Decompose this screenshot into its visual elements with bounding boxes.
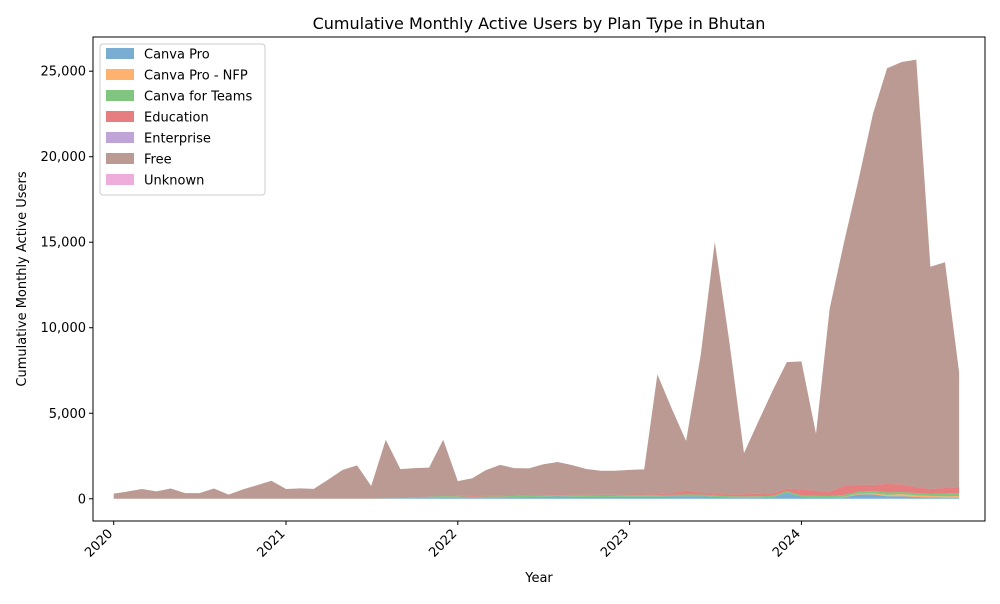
plot-frame <box>92 36 986 522</box>
legend-label-education: Education <box>144 111 209 126</box>
y-axis-label: Cumulative Monthly Active Users <box>15 171 30 386</box>
legend-swatch-free <box>106 153 134 164</box>
y-tick-label: 10,000 <box>41 321 87 336</box>
legend-swatch-canva-pro <box>106 48 134 59</box>
x-axis-label: Year <box>524 571 553 586</box>
y-axis: 0 5,000 10,000 15,000 20,000 25,000 <box>41 65 93 507</box>
y-tick-label: 5,000 <box>49 407 86 422</box>
legend-swatch-enterprise <box>106 132 134 143</box>
y-tick-label: 0 <box>78 492 86 507</box>
legend-swatch-education <box>106 111 134 122</box>
legend-swatch-unknown <box>106 174 134 185</box>
y-tick-label: 15,000 <box>41 236 87 251</box>
area-series-group <box>113 59 960 499</box>
legend-label-canva-pro: Canva Pro <box>144 48 210 63</box>
y-tick-label: 20,000 <box>41 150 87 165</box>
legend-label-canva-pro-nfp: Canva Pro - NFP <box>144 69 248 84</box>
area-canva-for-teams <box>113 490 960 499</box>
area-free <box>113 59 960 499</box>
area-education <box>113 483 960 499</box>
legend: Canva Pro Canva Pro - NFP Canva for Teams E… <box>99 43 266 196</box>
legend-label-free: Free <box>144 153 172 168</box>
legend-swatch-canva-pro-nfp <box>106 69 134 80</box>
y-tick-label: 25,000 <box>41 65 87 80</box>
legend-swatch-canva-for-teams <box>106 90 134 101</box>
legend-label-enterprise: Enterprise <box>144 132 211 147</box>
chart-title: Cumulative Monthly Active Users by Plan … <box>313 14 766 33</box>
legend-frame <box>99 43 266 196</box>
area-canva-pro <box>113 492 960 499</box>
legend-label-unknown: Unknown <box>144 174 204 189</box>
legend-label-canva-for-teams: Canva for Teams <box>144 90 252 105</box>
